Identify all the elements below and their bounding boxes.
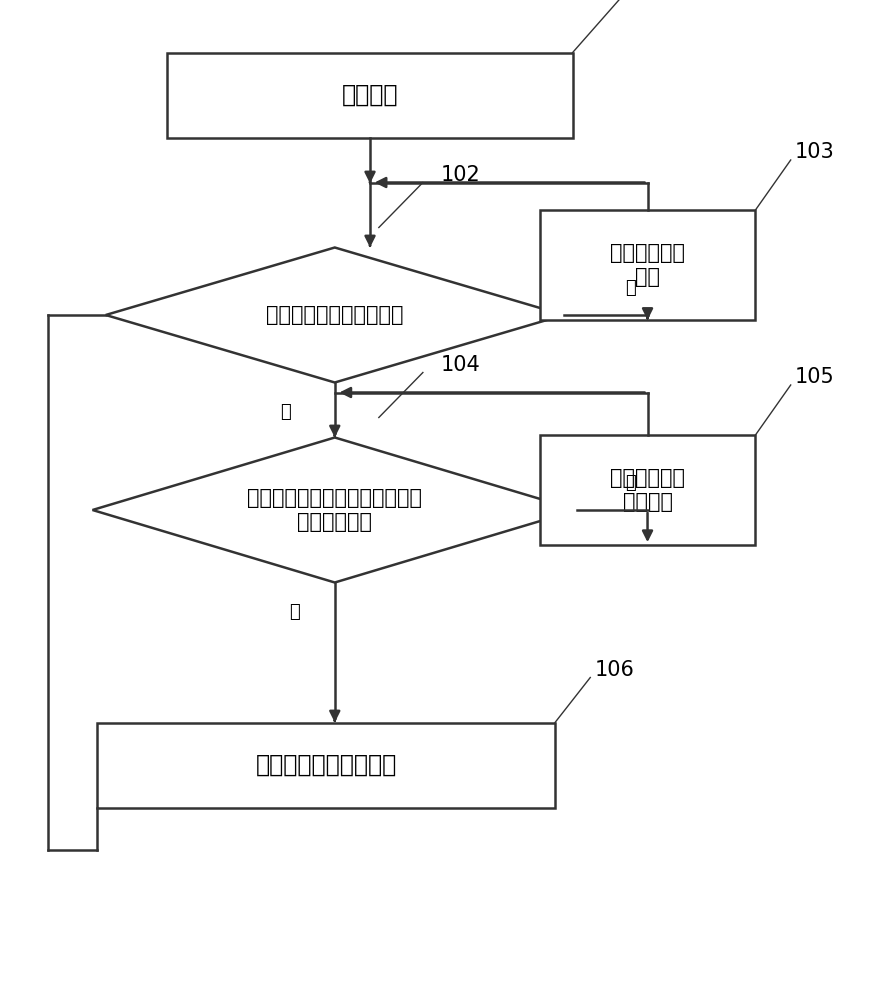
Text: 105: 105	[795, 367, 835, 387]
Text: 是: 是	[626, 474, 636, 492]
Bar	[539, 210, 756, 320]
Text: 104: 104	[440, 355, 480, 375]
Text: 判断气液分离器的液面位置是否
超过预设位置: 判断气液分离器的液面位置是否 超过预设位置	[248, 488, 422, 532]
Text: 103: 103	[795, 142, 835, 162]
Text: 进行安装异常
处理: 进行安装异常 处理	[610, 243, 685, 287]
Text: 否: 否	[289, 602, 300, 620]
Text: 否: 否	[626, 279, 636, 297]
Text: 进行气体的采样和检测: 进行气体的采样和检测	[255, 753, 396, 777]
Text: 开机启动: 开机启动	[342, 83, 398, 107]
Polygon shape	[106, 247, 564, 382]
Text: 判断气液分离器是否安装: 判断气液分离器是否安装	[266, 305, 403, 325]
Bar	[539, 435, 756, 545]
Text: 106: 106	[595, 661, 634, 681]
Bar	[167, 52, 573, 137]
Text: 102: 102	[440, 165, 480, 185]
Bar	[97, 722, 555, 808]
Text: 是: 是	[280, 402, 291, 420]
Text: 进行液位超限
异常处理: 进行液位超限 异常处理	[610, 468, 685, 512]
Polygon shape	[93, 438, 577, 582]
